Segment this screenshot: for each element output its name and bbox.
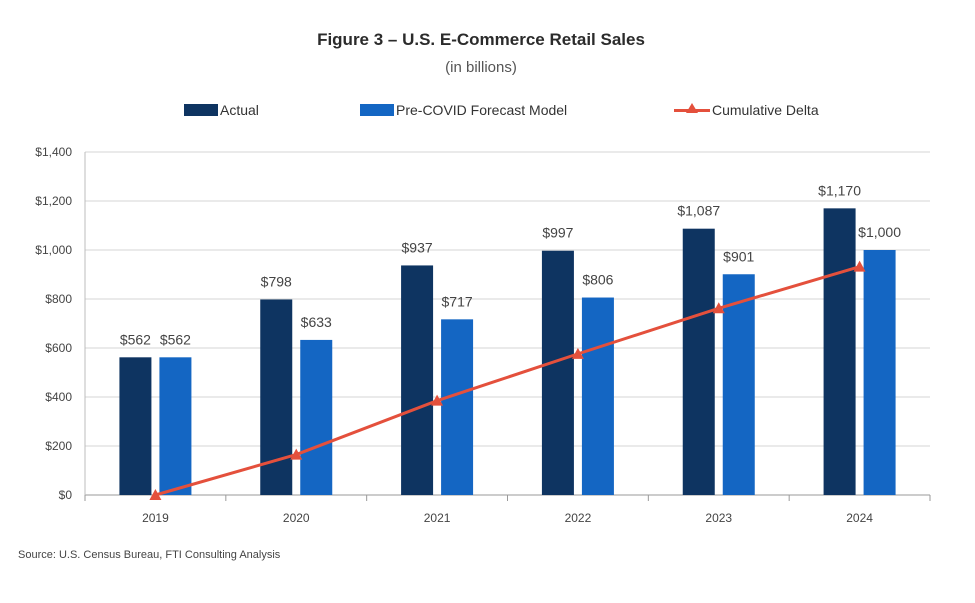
bar-forecast: [722, 274, 755, 495]
bar-forecast: [441, 319, 474, 495]
data-label-forecast: $633: [301, 314, 332, 330]
triangle-marker-icon: [686, 103, 698, 113]
legend-swatch-actual: [184, 104, 218, 116]
bar-forecast: [300, 339, 333, 495]
data-label-actual: $1,170: [818, 182, 861, 198]
x-tick-label: 2023: [705, 511, 732, 525]
bar-actual: [119, 357, 152, 495]
data-label-actual: $562: [120, 331, 151, 347]
x-tick-label: 2019: [142, 511, 169, 525]
data-label-actual: $997: [542, 225, 573, 241]
y-tick-label: $1,200: [35, 194, 72, 208]
y-tick-label: $1,400: [35, 145, 72, 159]
y-tick-label: $1,000: [35, 243, 72, 257]
chart-title: Figure 3 – U.S. E-Commerce Retail Sales: [317, 30, 645, 49]
bar-forecast: [581, 297, 614, 495]
data-label-forecast: $901: [723, 248, 754, 264]
delta-marker: [571, 347, 584, 359]
x-tick-label: 2022: [565, 511, 592, 525]
legend-swatch-delta: [674, 103, 710, 117]
delta-marker: [149, 489, 162, 500]
bar-actual: [823, 208, 856, 495]
legend-label-delta: Cumulative Delta: [712, 102, 819, 118]
delta-marker: [290, 448, 303, 460]
legend: Actual Pre-COVID Forecast Model Cumulati…: [0, 102, 975, 122]
legend-item-actual: Actual: [184, 102, 259, 118]
bar-actual: [682, 228, 715, 495]
bar-forecast: [863, 250, 896, 495]
data-label-actual: $937: [402, 239, 433, 255]
x-tick-label: 2024: [846, 511, 873, 525]
data-label-forecast: $806: [582, 272, 613, 288]
y-tick-label: $0: [59, 488, 73, 502]
y-tick-label: $600: [45, 341, 72, 355]
bar-actual: [541, 250, 574, 495]
bar-actual: [260, 299, 293, 495]
source-note: Source: U.S. Census Bureau, FTI Consulti…: [18, 549, 281, 561]
delta-marker: [712, 302, 725, 314]
delta-marker: [853, 260, 866, 272]
legend-swatch-forecast: [360, 104, 394, 116]
y-tick-label: $400: [45, 390, 72, 404]
legend-item-forecast: Pre-COVID Forecast Model: [360, 102, 567, 118]
data-label-forecast: $717: [442, 293, 473, 309]
legend-item-delta: Cumulative Delta: [674, 102, 819, 118]
bar-forecast: [159, 357, 192, 495]
data-label-actual: $798: [261, 273, 292, 289]
data-label-forecast: $562: [160, 331, 191, 347]
delta-line: [155, 265, 861, 497]
legend-label-actual: Actual: [220, 102, 259, 118]
data-label-actual: $1,087: [677, 203, 720, 219]
delta-marker: [431, 394, 444, 406]
data-label-forecast: $1,000: [858, 224, 901, 240]
y-tick-label: $800: [45, 292, 72, 306]
legend-label-forecast: Pre-COVID Forecast Model: [396, 102, 568, 118]
x-tick-label: 2021: [424, 511, 451, 525]
y-tick-label: $200: [45, 439, 72, 453]
chart-subtitle: (in billions): [445, 59, 517, 76]
bar-actual: [401, 265, 434, 495]
x-tick-label: 2020: [283, 511, 310, 525]
